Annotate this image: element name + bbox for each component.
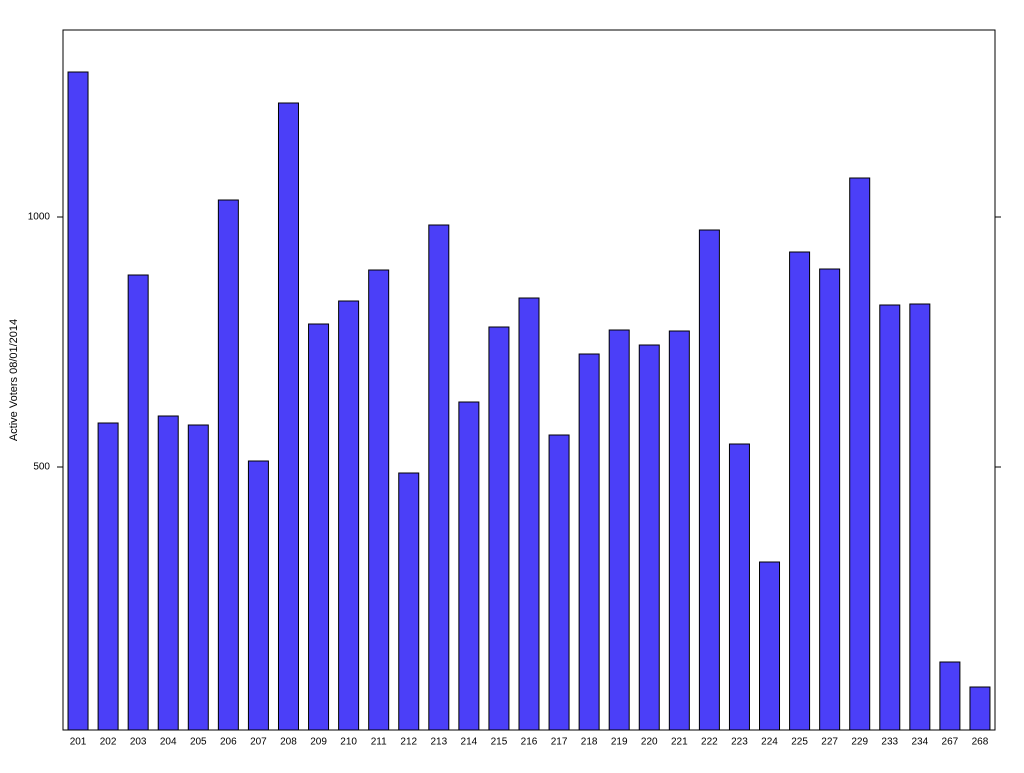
bar [247,460,269,731]
x-tick-label: 267 [942,737,959,748]
x-tick-label: 219 [611,737,628,748]
x-tick-label: 209 [310,737,327,748]
x-tick-label: 221 [671,737,688,748]
y-tick-label: 1000 [28,212,51,223]
x-tick-label: 203 [130,737,147,748]
bar [819,268,841,731]
bar [728,443,750,731]
bar [879,304,901,731]
bar [488,326,510,731]
bar [97,422,119,731]
bar [759,561,781,731]
x-tick-label: 212 [400,737,417,748]
bar [187,424,209,731]
bar [428,224,450,731]
x-tick-label: 215 [491,737,508,748]
x-tick-label: 227 [821,737,838,748]
bar [608,329,630,731]
x-tick-label: 214 [461,737,478,748]
x-tick-label: 208 [280,737,297,748]
x-tick-label: 206 [220,737,237,748]
bar [308,323,330,731]
bar [398,472,420,731]
x-tick-label: 218 [581,737,598,748]
bar [458,401,480,731]
bar [277,102,299,731]
y-tick-label: 500 [33,462,50,473]
bar [127,274,149,731]
x-tick-label: 204 [160,737,177,748]
x-tick-label: 207 [250,737,267,748]
bar [668,330,690,731]
x-tick-label: 216 [521,737,538,748]
x-tick-label: 268 [972,737,989,748]
bar [157,415,179,731]
bar [698,229,720,731]
bar [849,177,871,731]
x-tick-label: 222 [701,737,718,748]
x-tick-label: 234 [911,737,928,748]
bar [67,71,89,731]
bar [217,199,239,731]
bar [578,353,600,731]
x-tick-label: 220 [641,737,658,748]
bar [338,300,360,731]
x-tick-label: 223 [731,737,748,748]
bar [909,303,931,731]
x-tick-label: 202 [100,737,117,748]
x-tick-label: 211 [371,737,387,748]
bar [548,434,570,731]
x-tick-label: 229 [851,737,868,748]
bar [939,661,961,731]
x-tick-label: 217 [551,737,568,748]
bar [368,269,390,731]
y-axis-label: Active Voters 08/01/2014 [8,319,20,441]
x-tick-label: 224 [761,737,778,748]
x-tick-label: 205 [190,737,207,748]
bar [969,686,991,731]
bar [789,251,811,731]
x-tick-label: 201 [70,737,87,748]
bar [518,297,540,731]
x-tick-label: 225 [791,737,808,748]
x-tick-label: 213 [430,737,447,748]
x-tick-label: 233 [881,737,898,748]
bar [638,344,660,731]
x-tick-label: 210 [340,737,357,748]
plot-frame [62,29,996,731]
